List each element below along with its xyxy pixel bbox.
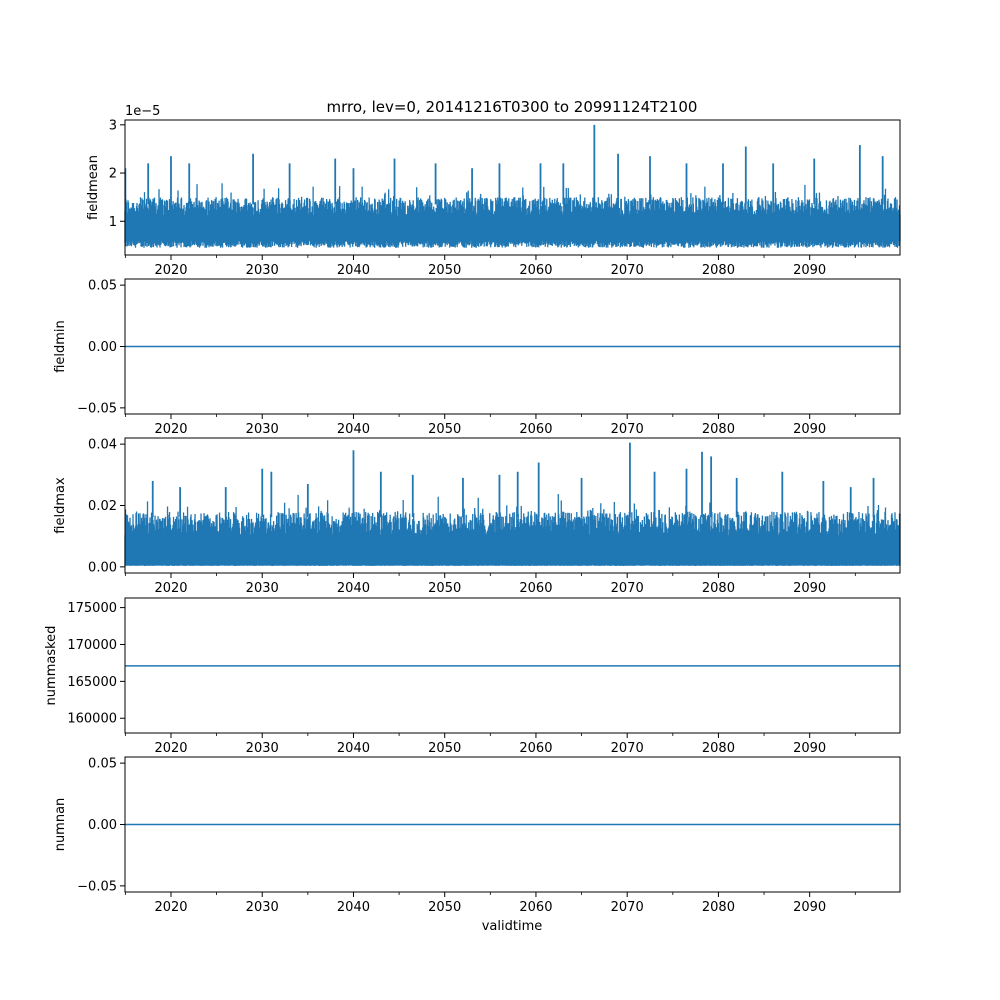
fieldmin-y-axis-label: fieldmin xyxy=(53,320,68,373)
nummasked-y-tick-label-1: 165000 xyxy=(67,675,117,690)
nummasked-y-tick-label-3: 175000 xyxy=(67,601,117,616)
fieldmax-x-tick-label-4: 2060 xyxy=(519,581,552,596)
fieldmean-y-tick-label-2: 3 xyxy=(109,118,117,133)
nummasked-x-tick-label-6: 2080 xyxy=(702,741,735,756)
numnan-x-tick-label-4: 2060 xyxy=(519,900,552,915)
numnan-x-tick-label-3: 2050 xyxy=(428,900,461,915)
fieldmin-x-tick-label-5: 2070 xyxy=(611,422,644,437)
fieldmean-series-band xyxy=(124,183,901,248)
nummasked-x-tick-label-2: 2040 xyxy=(337,741,370,756)
fieldmean-scale-label: 1e−5 xyxy=(125,104,160,119)
numnan-y-tick-label-1: 0.00 xyxy=(88,818,117,833)
fieldmin-x-tick-label-0: 2020 xyxy=(154,422,187,437)
fieldmax-y-tick-label-2: 0.04 xyxy=(88,438,117,453)
nummasked-x-tick-label-0: 2020 xyxy=(154,741,187,756)
fieldmean-y-axis-label: fieldmean xyxy=(86,155,101,220)
fieldmin-x-tick-label-7: 2090 xyxy=(793,422,826,437)
fieldmax-x-tick-label-6: 2080 xyxy=(702,581,735,596)
numnan-x-tick-label-5: 2070 xyxy=(611,900,644,915)
panels: 2020 2030 2040 2050 2060 2070 2080 2090 1 2 3 field… xyxy=(44,104,901,915)
fieldmax-x-tick-label-2: 2040 xyxy=(337,581,370,596)
fieldmin-x-tick-label-6: 2080 xyxy=(702,422,735,437)
nummasked-y-tick-label-2: 170000 xyxy=(67,638,117,653)
fieldmin-y-tick-label-2: 0.05 xyxy=(88,279,117,294)
fieldmax-x-tick-label-0: 2020 xyxy=(154,581,187,596)
fieldmean-x-tick-label-1: 2030 xyxy=(246,263,279,278)
fieldmean-x-tick-label-4: 2060 xyxy=(519,263,552,278)
fieldmax-y-tick-label-0: 0.00 xyxy=(88,560,117,575)
fieldmean-y-tick-label-1: 2 xyxy=(109,167,117,182)
fieldmax-x-tick-label-5: 2070 xyxy=(611,581,644,596)
x-axis-label: validtime xyxy=(482,919,543,934)
panel-fieldmax: 2020 2030 2040 2050 2060 2070 2080 2090 0.00 0.02… xyxy=(53,437,901,596)
fieldmax-y-tick-label-1: 0.02 xyxy=(88,499,117,514)
numnan-y-tick-label-2: 0.05 xyxy=(88,757,117,772)
fieldmax-x-tick-label-3: 2050 xyxy=(428,581,461,596)
fieldmax-y-axis-label: fieldmax xyxy=(53,477,68,534)
fieldmean-x-tick-label-2: 2040 xyxy=(337,263,370,278)
fieldmean-axes-frame xyxy=(124,119,901,256)
nummasked-x-tick-label-1: 2030 xyxy=(246,741,279,756)
nummasked-x-tick-label-7: 2090 xyxy=(793,741,826,756)
fieldmin-y-tick-label-0: −0.05 xyxy=(77,401,117,416)
fieldmax-series-band xyxy=(124,494,901,566)
nummasked-y-tick-label-0: 160000 xyxy=(67,712,117,727)
nummasked-axes-frame xyxy=(124,597,901,734)
fieldmean-x-tick-label-7: 2090 xyxy=(793,263,826,278)
numnan-x-tick-label-1: 2030 xyxy=(246,900,279,915)
fieldmean-x-tick-label-0: 2020 xyxy=(154,263,187,278)
numnan-x-tick-label-6: 2080 xyxy=(702,900,735,915)
numnan-y-axis-label: numnan xyxy=(53,798,68,852)
numnan-x-tick-label-7: 2090 xyxy=(793,900,826,915)
fieldmean-x-tick-label-6: 2080 xyxy=(702,263,735,278)
fieldmean-x-tick-label-3: 2050 xyxy=(428,263,461,278)
panel-nummasked: 2020 2030 2040 2050 2060 2070 2080 2090 160000 16… xyxy=(44,597,901,756)
numnan-x-tick-label-2: 2040 xyxy=(337,900,370,915)
numnan-y-tick-label-0: −0.05 xyxy=(77,879,117,894)
panel-numnan: 2020 2030 2040 2050 2060 2070 2080 2090 −0.05 0.0… xyxy=(53,756,901,915)
nummasked-x-tick-label-4: 2060 xyxy=(519,741,552,756)
nummasked-x-tick-label-5: 2070 xyxy=(611,741,644,756)
nummasked-y-axis-label: nummasked xyxy=(44,626,59,706)
fieldmin-y-tick-label-1: 0.00 xyxy=(88,340,117,355)
fieldmin-x-tick-label-3: 2050 xyxy=(428,422,461,437)
numnan-x-tick-label-0: 2020 xyxy=(154,900,187,915)
fieldmax-x-tick-label-1: 2030 xyxy=(246,581,279,596)
fieldmax-x-tick-label-7: 2090 xyxy=(793,581,826,596)
fieldmean-y-tick-label-0: 1 xyxy=(109,215,117,230)
fieldmin-x-tick-label-1: 2030 xyxy=(246,422,279,437)
panel-fieldmin: 2020 2030 2040 2050 2060 2070 2080 2090 −0.05 0.0… xyxy=(53,278,901,437)
nummasked-x-tick-label-3: 2050 xyxy=(428,741,461,756)
fieldmean-x-tick-label-5: 2070 xyxy=(611,263,644,278)
fieldmin-x-tick-label-4: 2060 xyxy=(519,422,552,437)
chart-title: mrro, lev=0, 20141216T0300 to 20991124T2… xyxy=(327,98,698,116)
panel-fieldmean: 2020 2030 2040 2050 2060 2070 2080 2090 1 2 3 field… xyxy=(86,104,901,278)
fieldmin-x-tick-label-2: 2040 xyxy=(337,422,370,437)
